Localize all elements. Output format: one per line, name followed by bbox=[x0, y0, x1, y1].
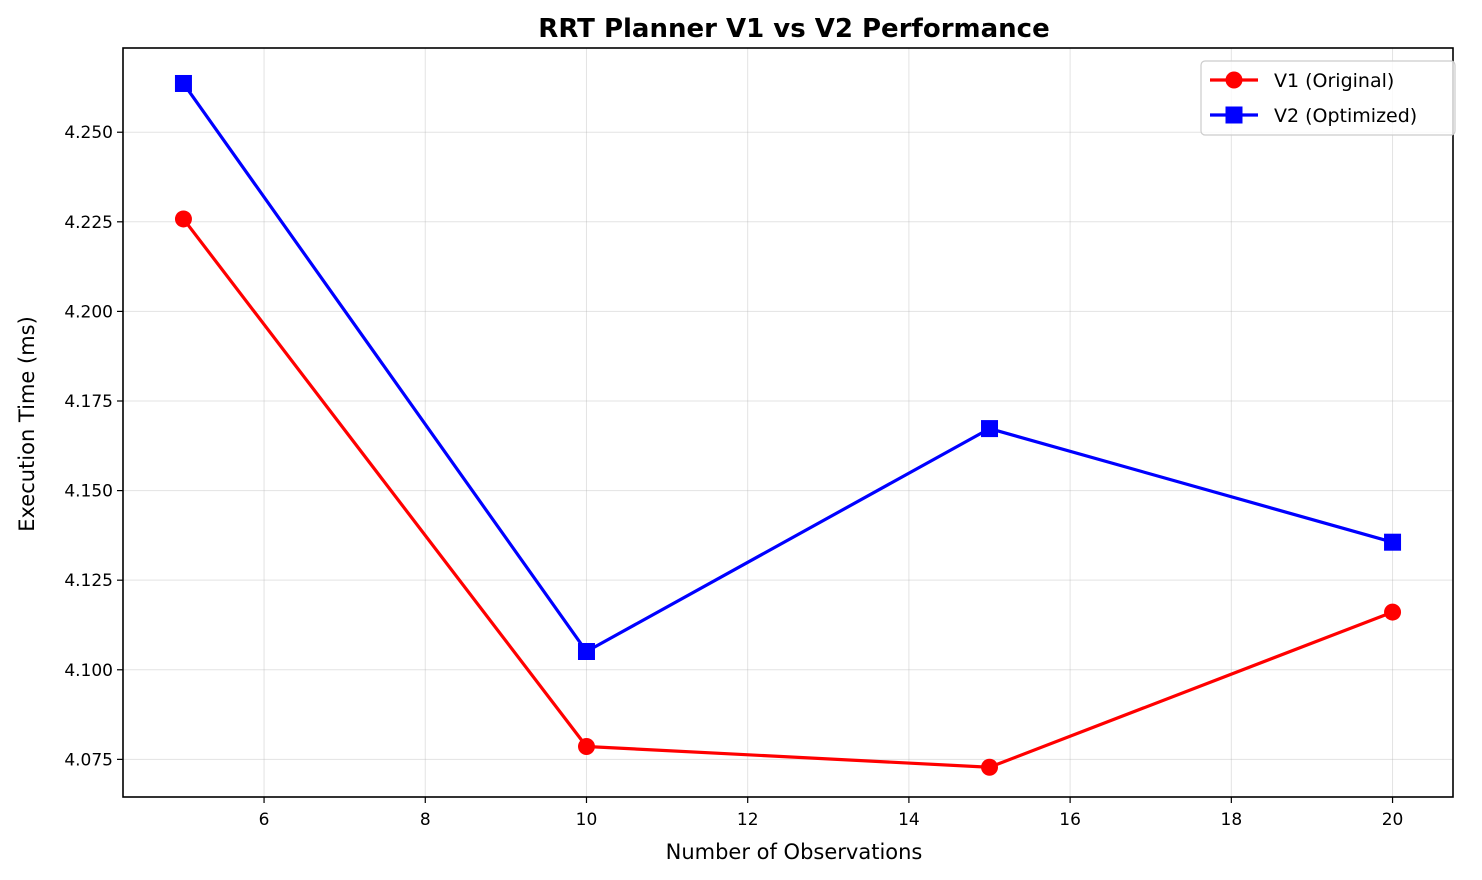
x-tick-label: 12 bbox=[737, 810, 759, 830]
series-1-point bbox=[1384, 603, 1402, 621]
y-tick-label: 4.150 bbox=[64, 482, 113, 502]
series-2 bbox=[174, 74, 1402, 661]
legend-label: V1 (Original) bbox=[1274, 70, 1394, 92]
series-1-line bbox=[182, 217, 1394, 769]
series-2-line bbox=[182, 82, 1393, 654]
x-tick-label: 8 bbox=[420, 810, 431, 830]
y-tick-label: 4.125 bbox=[64, 571, 113, 591]
y-tick-label: 4.175 bbox=[64, 392, 113, 412]
chart-title: RRT Planner V1 vs V2 Performance bbox=[538, 14, 1049, 44]
x-tick-label: 20 bbox=[1382, 810, 1404, 830]
x-tick-label: 6 bbox=[259, 810, 270, 830]
series-1-point bbox=[981, 758, 999, 776]
legend-swatch-marker bbox=[1225, 71, 1243, 89]
axis-ticks: 6 8 10 12 14 16 18 20 4.075 4.100 4.125 4.150 4.175 4… bbox=[64, 123, 1403, 830]
series-2-point bbox=[174, 74, 192, 92]
series-2-point bbox=[577, 643, 595, 661]
x-tick-label: 18 bbox=[1221, 810, 1243, 830]
series-layer bbox=[174, 74, 1402, 776]
plot-frame bbox=[122, 47, 1454, 798]
series-1 bbox=[174, 210, 1402, 776]
legend-box bbox=[1200, 60, 1456, 136]
y-tick-label: 4.200 bbox=[64, 302, 113, 322]
legend-swatch-marker bbox=[1225, 106, 1243, 124]
series-1-point bbox=[577, 737, 595, 755]
legend-label: V2 (Optimized) bbox=[1274, 105, 1417, 127]
series-1-point bbox=[174, 210, 192, 228]
x-axis-label: Number of Observations bbox=[666, 840, 923, 864]
y-tick-label: 4.250 bbox=[64, 123, 113, 143]
y-tick-label: 4.075 bbox=[64, 750, 113, 770]
series-2-point bbox=[981, 420, 999, 438]
x-tick-label: 14 bbox=[898, 810, 920, 830]
legend: V1 (Original) V2 (Optimized) bbox=[1200, 60, 1456, 136]
series-2-point bbox=[1384, 533, 1402, 551]
y-tick-label: 4.225 bbox=[64, 213, 113, 233]
y-axis-label: Execution Time (ms) bbox=[15, 316, 39, 532]
x-tick-label: 16 bbox=[1059, 810, 1081, 830]
grid bbox=[123, 48, 1453, 797]
y-tick-label: 4.100 bbox=[64, 661, 113, 681]
x-tick-label: 10 bbox=[576, 810, 598, 830]
